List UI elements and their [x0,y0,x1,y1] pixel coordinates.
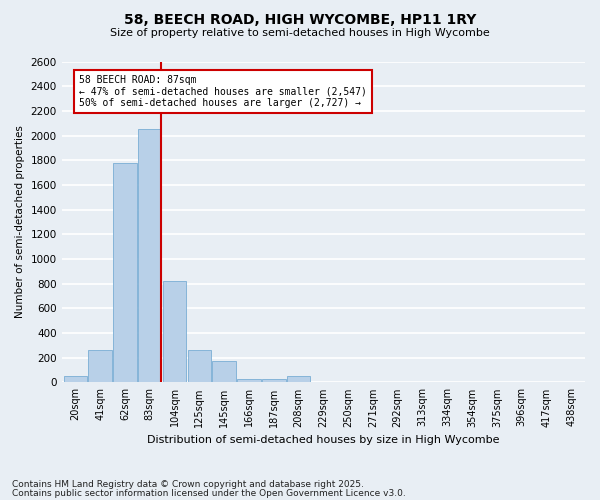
Bar [88,350,112,382]
Bar [113,162,137,382]
Text: 58 BEECH ROAD: 87sqm
← 47% of semi-detached houses are smaller (2,547)
50% of se: 58 BEECH ROAD: 87sqm ← 47% of semi-detac… [79,75,367,108]
X-axis label: Distribution of semi-detached houses by size in High Wycombe: Distribution of semi-detached houses by … [147,435,500,445]
Bar [138,130,161,382]
Bar [212,362,236,382]
Bar [163,281,186,382]
Bar [287,376,310,382]
Y-axis label: Number of semi-detached properties: Number of semi-detached properties [15,126,25,318]
Bar [64,376,87,382]
Text: Size of property relative to semi-detached houses in High Wycombe: Size of property relative to semi-detach… [110,28,490,38]
Bar [262,378,286,382]
Text: Contains public sector information licensed under the Open Government Licence v3: Contains public sector information licen… [12,488,406,498]
Text: Contains HM Land Registry data © Crown copyright and database right 2025.: Contains HM Land Registry data © Crown c… [12,480,364,489]
Text: 58, BEECH ROAD, HIGH WYCOMBE, HP11 1RY: 58, BEECH ROAD, HIGH WYCOMBE, HP11 1RY [124,12,476,26]
Bar [188,350,211,382]
Bar [237,378,261,382]
